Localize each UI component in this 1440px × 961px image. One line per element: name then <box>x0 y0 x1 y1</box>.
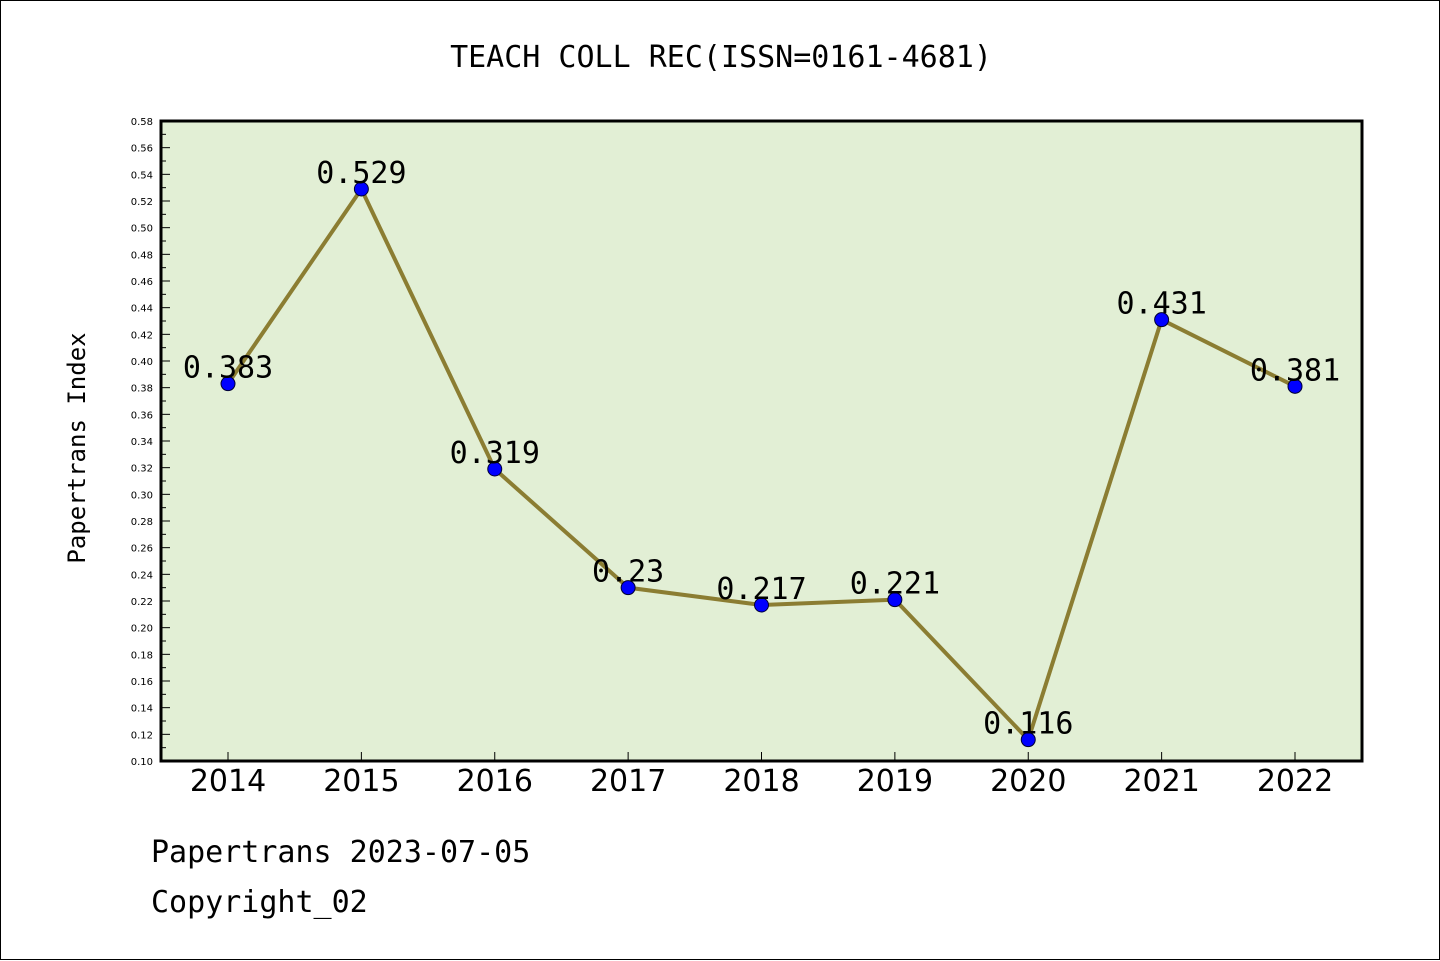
y-tick-label: 0.12 <box>131 730 153 741</box>
x-tick-label: 2014 <box>190 764 266 799</box>
data-point-marker <box>1020 732 1036 748</box>
data-label: 0.116 <box>983 707 1073 742</box>
data-point-marker <box>887 592 903 608</box>
y-tick-label: 0.52 <box>131 197 153 208</box>
y-tick-label: 0.38 <box>131 384 153 395</box>
x-tick-label: 2021 <box>1123 764 1199 799</box>
plot-border <box>159 119 1364 763</box>
y-tick-label: 0.42 <box>131 330 153 341</box>
x-tick-label: 2016 <box>457 764 533 799</box>
data-point-marker <box>220 376 236 392</box>
y-tick-label: 0.36 <box>131 410 153 421</box>
x-tick-label: 2017 <box>590 764 666 799</box>
data-point-marker <box>620 580 636 596</box>
data-label: 0.431 <box>1116 287 1206 322</box>
data-point-marker <box>353 181 369 197</box>
y-axis-label: Papertrans Index <box>63 332 91 563</box>
x-tick-label: 2018 <box>723 764 799 799</box>
data-point-marker <box>1154 312 1170 328</box>
series-line-group <box>220 181 1303 748</box>
data-label: 0.319 <box>450 436 540 471</box>
data-label: 0.529 <box>316 156 406 191</box>
y-tick-label: 0.28 <box>131 517 153 528</box>
data-label: 0.23 <box>592 555 664 590</box>
y-tick-label: 0.56 <box>131 144 153 155</box>
x-axis: 2014 2015 2016 2017 2018 2019 2020 2021 2022 <box>190 752 1333 799</box>
data-label: 0.217 <box>716 572 806 607</box>
x-tick-label: 2020 <box>990 764 1066 799</box>
y-tick-label: 0.54 <box>131 170 153 181</box>
data-label-group: 0.383 0.529 0.319 0.23 0.217 0.221 0.116 0.431 0… <box>183 156 1340 742</box>
y-tick-label: 0.26 <box>131 544 153 555</box>
y-tick-label: 0.50 <box>131 224 153 235</box>
data-point-marker <box>487 461 503 477</box>
y-tick-label: 0.48 <box>131 250 153 261</box>
y-tick-label: 0.22 <box>131 597 153 608</box>
y-tick-label: 0.14 <box>131 704 153 715</box>
footer-date: Papertrans 2023-07-05 <box>151 835 531 870</box>
y-tick-label: 0.34 <box>131 437 153 448</box>
y-tick-label: 0.46 <box>131 277 153 288</box>
footer-copyright: Copyright_02 <box>151 885 368 920</box>
y-tick-label: 0.40 <box>131 357 153 368</box>
data-point-marker <box>1287 378 1303 394</box>
data-label: 0.381 <box>1250 353 1340 388</box>
data-point-marker <box>754 597 769 613</box>
chart-title: TEACH COLL REC(ISSN=0161-4681) <box>450 40 992 75</box>
y-tick-label: 0.20 <box>131 624 153 635</box>
y-tick-label: 0.10 <box>131 757 153 768</box>
data-label: 0.383 <box>183 351 273 386</box>
data-label: 0.221 <box>850 567 940 602</box>
x-tick-label: 2022 <box>1257 764 1333 799</box>
y-tick-label: 0.58 <box>131 117 153 128</box>
y-tick-label: 0.16 <box>131 677 153 688</box>
x-tick-label: 2019 <box>857 764 933 799</box>
y-tick-label: 0.44 <box>131 304 153 315</box>
y-tick-label: 0.24 <box>131 570 153 581</box>
y-tick-label: 0.18 <box>131 650 153 661</box>
y-tick-label: 0.32 <box>131 464 153 475</box>
y-tick-label: 0.30 <box>131 490 153 501</box>
x-tick-label: 2015 <box>323 764 399 799</box>
plot-area <box>161 121 1362 761</box>
